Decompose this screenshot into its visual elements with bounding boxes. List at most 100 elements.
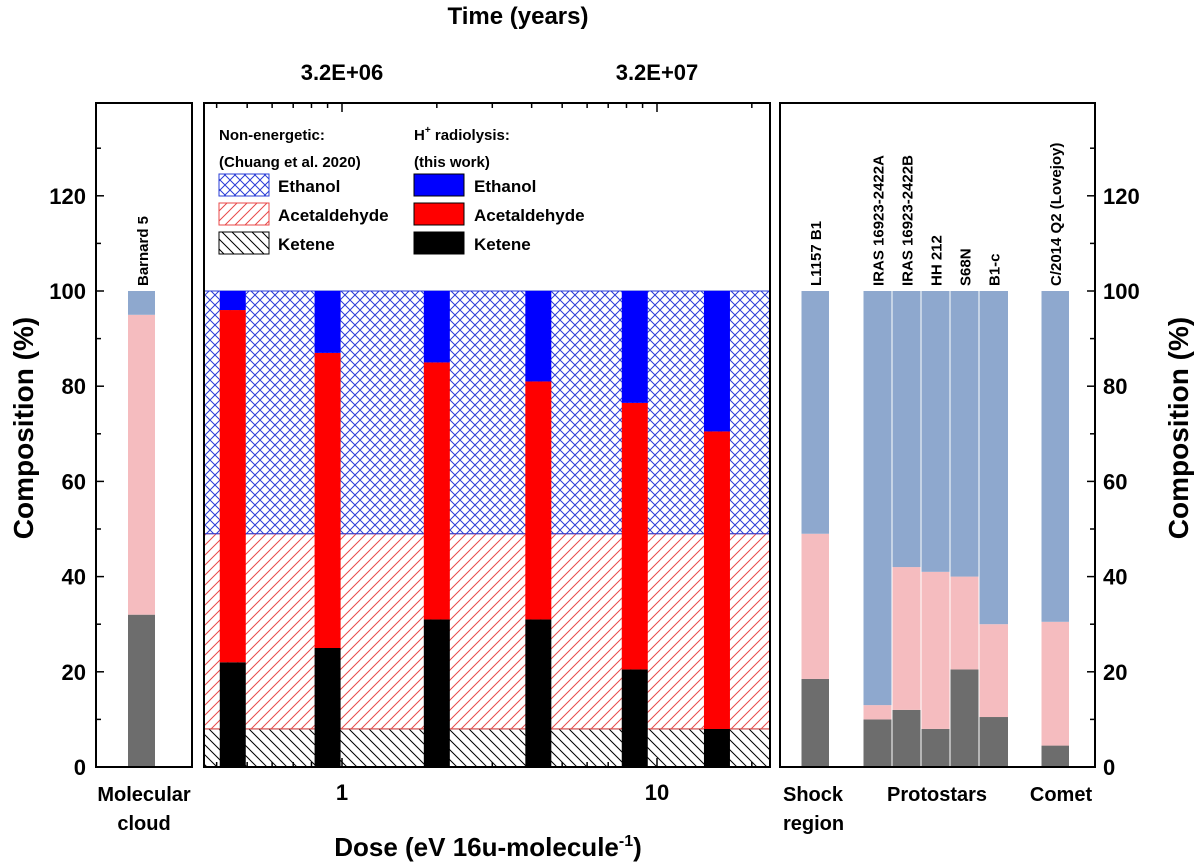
left-tick-label-80: 80 (62, 374, 86, 399)
time-tick-label-1: 3.2E+06 (301, 60, 384, 85)
legend-label-solid-ketene: Ketene (474, 235, 531, 254)
obs-bar-1-ethanol-segment (801, 291, 829, 534)
background-hatch-ethanol (203, 290, 771, 535)
obs-bar-2-acetaldehyde-segment (863, 705, 892, 720)
obs-bar-5-acetaldehyde-segment (950, 576, 979, 670)
group-label-shock: Shock (783, 784, 844, 806)
obs-bar-3-ethanol-segment (892, 291, 921, 568)
panel-observations-frame (779, 102, 1096, 768)
right-tick-label-40: 40 (1103, 565, 1127, 590)
obs-bar-4-ethanol-segment (921, 291, 950, 572)
obs-bar-6-ketene-segment (979, 717, 1008, 767)
legend-swatch-hatch-ketene (218, 231, 270, 255)
obs-bar-1-acetaldehyde-segment (801, 533, 829, 679)
obs-bar-5-ketene-segment (950, 669, 979, 767)
legend-swatch-solid-ethanol (413, 173, 465, 197)
left-tick-label-60: 60 (62, 469, 86, 494)
panel-laboratory-frame (203, 102, 771, 768)
obs-bar-label-2: IRAS 16923-2422A (871, 155, 888, 286)
right-tick-label-100: 100 (1103, 279, 1140, 304)
right-tick-label-20: 20 (1103, 660, 1127, 685)
legend-non-energetic-reference: (Chuang et al. 2020) (219, 154, 361, 171)
legend-label-solid-ethanol: Ethanol (474, 177, 536, 196)
labels-layer: Barnard 5 Molecular cloud L1157 B1 IRAS 1692… (49, 60, 1139, 835)
obs-bar-label-6: B1-c (987, 253, 1004, 286)
radiolysis-bar-6-ketene-segment (703, 728, 730, 767)
obs-bar-label-4: HH 212 (929, 235, 946, 286)
right-tick-label-80: 80 (1103, 374, 1127, 399)
bottom-axis-title: Dose (eV 16u-molecule-1) (334, 832, 642, 862)
right-tick-label-120: 120 (1103, 184, 1140, 209)
bar-barnard-5-acetaldehyde-segment (128, 314, 155, 615)
top-axis-title: Time (years) (448, 3, 589, 30)
radiolysis-bar-2-acetaldehyde-segment (314, 352, 341, 648)
obs-bar-7-acetaldehyde-segment (1041, 621, 1069, 746)
radiolysis-bar-3-acetaldehyde-segment (423, 362, 450, 620)
obs-bar-4-ketene-segment (921, 728, 950, 767)
radiolysis-bar-4-ethanol-segment (525, 291, 552, 382)
left-tick-label-40: 40 (62, 565, 86, 590)
background-hatch-acetaldehyde (203, 533, 771, 730)
obs-bar-label-7: C/2014 Q2 (Lovejoy) (1048, 143, 1065, 286)
group-label-protostars: Protostars (887, 784, 987, 806)
time-tick-label-10: 3.2E+07 (616, 60, 699, 85)
obs-bar-label-1: L1157 B1 (808, 221, 825, 286)
bar-label-barnard-5: Barnard 5 (135, 216, 152, 286)
legend-swatch-hatch-ethanol (218, 173, 270, 197)
left-tick-label-0: 0 (74, 755, 86, 780)
legend-label-hatch-ketene: Ketene (278, 235, 335, 254)
radiolysis-bar-2-ketene-segment (314, 648, 341, 767)
radiolysis-bar-1-acetaldehyde-segment (219, 310, 246, 663)
right-axis-title: Composition (%) (1163, 317, 1194, 539)
legend-swatch-solid-ketene (413, 231, 465, 255)
dose-tick-label-1: 1 (336, 780, 348, 805)
bars-layer (128, 290, 1069, 768)
dose-tick-label-10: 10 (645, 780, 669, 805)
radiolysis-bar-4-ketene-segment (525, 619, 552, 767)
legend-label-hatch-acetaldehyde: Acetaldehyde (278, 206, 389, 225)
obs-bar-4-acetaldehyde-segment (921, 571, 950, 729)
radiolysis-bar-5-ethanol-segment (621, 291, 648, 403)
frames-layer (95, 102, 1096, 768)
obs-bar-5-ethanol-segment (950, 291, 979, 577)
radiolysis-bar-3-ketene-segment (423, 619, 450, 767)
radiolysis-bar-6-acetaldehyde-segment (703, 431, 730, 729)
legend-non-energetic-heading: Non-energetic: (219, 127, 325, 144)
obs-bar-7-ketene-segment (1041, 745, 1069, 767)
obs-bar-label-3: IRAS 16923-2422B (900, 155, 917, 286)
legend-radiolysis-heading: H+ radiolysis: (414, 125, 510, 144)
obs-bar-6-ethanol-segment (979, 291, 1008, 625)
left-tick-label-100: 100 (49, 279, 86, 304)
legend-swatch-hatch-acetaldehyde (218, 202, 270, 226)
legend-label-hatch-ethanol: Ethanol (278, 177, 340, 196)
radiolysis-bar-1-ketene-segment (219, 662, 246, 767)
obs-bar-1-ketene-segment (801, 678, 829, 767)
obs-bar-2-ethanol-segment (863, 291, 892, 706)
group-label-comet: Comet (1030, 784, 1093, 806)
legend-label-solid-acetaldehyde: Acetaldehyde (474, 206, 585, 225)
radiolysis-bar-1-ethanol-segment (219, 291, 246, 311)
obs-bar-2-ketene-segment (863, 719, 892, 767)
radiolysis-bar-3-ethanol-segment (423, 291, 450, 363)
left-axis-title: Composition (%) (8, 317, 39, 539)
radiolysis-bar-4-acetaldehyde-segment (525, 381, 552, 620)
right-tick-label-0: 0 (1103, 755, 1115, 780)
panel-molecular-cloud-frame (95, 102, 193, 768)
bar-barnard-5-ethanol-segment (128, 291, 155, 315)
obs-bar-3-ketene-segment (892, 709, 921, 767)
left-tick-label-20: 20 (62, 660, 86, 685)
legend: Non-energetic: (Chuang et al. 2020) H+ r… (218, 125, 585, 255)
radiolysis-bar-5-ketene-segment (621, 669, 648, 767)
radiolysis-bar-5-acetaldehyde-segment (621, 402, 648, 670)
obs-bar-3-acetaldehyde-segment (892, 567, 921, 710)
background-hatch-ketene (203, 728, 771, 768)
legend-radiolysis-reference: (this work) (414, 154, 490, 171)
group-label-shock-line2: region (783, 813, 844, 835)
left-tick-label-120: 120 (49, 184, 86, 209)
obs-bar-6-acetaldehyde-segment (979, 624, 1008, 718)
obs-bar-7-ethanol-segment (1041, 291, 1069, 622)
radiolysis-bar-2-ethanol-segment (314, 291, 341, 353)
right-tick-label-60: 60 (1103, 469, 1127, 494)
bar-barnard-5-ketene-segment (128, 614, 155, 767)
